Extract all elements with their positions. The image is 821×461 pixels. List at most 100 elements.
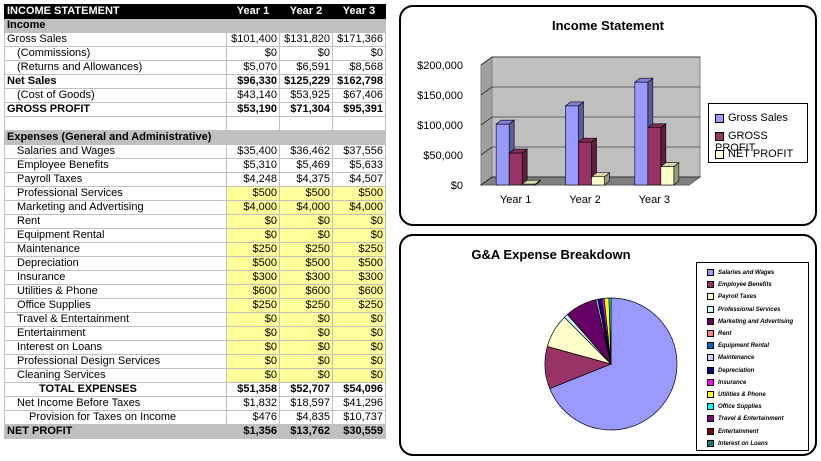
value-cell-year-2[interactable]: $500 — [279, 256, 333, 271]
value-cell-year-1[interactable]: $1,832 — [226, 396, 280, 411]
value-cell-year-2[interactable] — [279, 116, 333, 131]
value-cell-year-2[interactable]: $6,591 — [279, 60, 333, 75]
value-cell-year-2[interactable]: $4,835 — [279, 410, 333, 425]
value-cell-year-3[interactable] — [332, 130, 386, 145]
value-cell-year-3[interactable]: $54,096 — [332, 382, 386, 397]
row-label-cell[interactable]: Entertainment — [4, 326, 227, 341]
value-cell-year-3[interactable]: $0 — [332, 312, 386, 327]
value-cell-year-2[interactable]: $300 — [279, 270, 333, 285]
value-cell-year-2[interactable]: $0 — [279, 368, 333, 383]
value-cell-year-2[interactable]: $71,304 — [279, 102, 333, 117]
row-label-cell[interactable]: Provision for Taxes on Income — [4, 410, 227, 425]
row-label-cell[interactable]: GROSS PROFIT — [4, 102, 227, 117]
income-statement-chart[interactable]: Income Statement $200,000 $150,000 $100,00… — [399, 5, 817, 226]
row-label-cell[interactable]: Professional Services — [4, 186, 227, 201]
value-cell-year-1[interactable]: $476 — [226, 410, 280, 425]
row-label-cell[interactable]: Cleaning Services — [4, 368, 227, 383]
value-cell-year-1[interactable] — [226, 130, 280, 145]
value-cell-year-1[interactable]: $0 — [226, 326, 280, 341]
value-cell-year-1[interactable]: $250 — [226, 298, 280, 313]
value-cell-year-2[interactable]: $0 — [279, 340, 333, 355]
row-label-cell[interactable]: Professional Design Services — [4, 354, 227, 369]
value-cell-year-3[interactable]: $37,556 — [332, 144, 386, 159]
value-cell-year-2[interactable] — [279, 18, 333, 33]
value-cell-year-2[interactable]: $250 — [279, 242, 333, 257]
value-cell-year-1[interactable]: $1,356 — [226, 424, 280, 439]
value-cell-year-3[interactable]: $0 — [332, 228, 386, 243]
value-cell-year-1[interactable]: $5,070 — [226, 60, 280, 75]
value-cell-year-2[interactable]: $4,375 — [279, 172, 333, 187]
row-label-cell[interactable]: Net Income Before Taxes — [4, 396, 227, 411]
value-cell-year-3[interactable]: $0 — [332, 354, 386, 369]
value-cell-year-2[interactable]: $500 — [279, 186, 333, 201]
value-cell-year-2[interactable]: $0 — [279, 354, 333, 369]
year-header-cell[interactable]: Year 3 — [332, 4, 386, 19]
value-cell-year-3[interactable]: $300 — [332, 270, 386, 285]
value-cell-year-1[interactable]: $5,310 — [226, 158, 280, 173]
value-cell-year-3[interactable] — [332, 18, 386, 33]
value-cell-year-3[interactable]: $4,507 — [332, 172, 386, 187]
year-header-cell[interactable]: Year 1 — [226, 4, 280, 19]
row-label-cell[interactable]: Interest on Loans — [4, 340, 227, 355]
value-cell-year-3[interactable]: $0 — [332, 46, 386, 61]
row-label-cell[interactable] — [4, 116, 227, 131]
value-cell-year-1[interactable]: $0 — [226, 368, 280, 383]
year-header-cell[interactable]: Year 2 — [279, 4, 333, 19]
value-cell-year-1[interactable] — [226, 116, 280, 131]
row-label-cell[interactable]: Travel & Entertainment — [4, 312, 227, 327]
row-label-cell[interactable]: Income — [4, 18, 227, 33]
value-cell-year-3[interactable]: $500 — [332, 256, 386, 271]
value-cell-year-2[interactable]: $600 — [279, 284, 333, 299]
value-cell-year-2[interactable]: $36,462 — [279, 144, 333, 159]
value-cell-year-3[interactable] — [332, 116, 386, 131]
value-cell-year-1[interactable]: $0 — [226, 228, 280, 243]
value-cell-year-3[interactable]: $0 — [332, 326, 386, 341]
table-title-cell[interactable]: INCOME STATEMENT — [4, 4, 227, 19]
value-cell-year-2[interactable]: $4,000 — [279, 200, 333, 215]
value-cell-year-3[interactable]: $10,737 — [332, 410, 386, 425]
value-cell-year-2[interactable]: $0 — [279, 46, 333, 61]
expense-breakdown-chart[interactable]: G&A Expense Breakdown Salaries and Wages… — [399, 234, 817, 456]
row-label-cell[interactable]: Net Sales — [4, 74, 227, 89]
value-cell-year-2[interactable]: $0 — [279, 312, 333, 327]
value-cell-year-2[interactable]: $13,762 — [279, 424, 333, 439]
value-cell-year-1[interactable] — [226, 18, 280, 33]
value-cell-year-3[interactable]: $600 — [332, 284, 386, 299]
row-label-cell[interactable]: Office Supplies — [4, 298, 227, 313]
row-label-cell[interactable]: Insurance — [4, 270, 227, 285]
value-cell-year-2[interactable]: $0 — [279, 214, 333, 229]
value-cell-year-2[interactable]: $0 — [279, 326, 333, 341]
value-cell-year-2[interactable]: $0 — [279, 228, 333, 243]
value-cell-year-3[interactable]: $4,000 — [332, 200, 386, 215]
value-cell-year-1[interactable]: $0 — [226, 214, 280, 229]
value-cell-year-3[interactable]: $162,798 — [332, 74, 386, 89]
value-cell-year-1[interactable]: $101,400 — [226, 32, 280, 47]
value-cell-year-1[interactable]: $500 — [226, 186, 280, 201]
value-cell-year-3[interactable]: $30,559 — [332, 424, 386, 439]
value-cell-year-1[interactable]: $4,248 — [226, 172, 280, 187]
value-cell-year-2[interactable]: $125,229 — [279, 74, 333, 89]
value-cell-year-1[interactable]: $0 — [226, 312, 280, 327]
value-cell-year-2[interactable]: $52,707 — [279, 382, 333, 397]
row-label-cell[interactable]: (Returns and Allowances) — [4, 60, 227, 75]
row-label-cell[interactable]: Marketing and Advertising — [4, 200, 227, 215]
row-label-cell[interactable]: TOTAL EXPENSES — [4, 382, 227, 397]
value-cell-year-3[interactable]: $250 — [332, 298, 386, 313]
value-cell-year-1[interactable]: $0 — [226, 340, 280, 355]
row-label-cell[interactable]: Depreciation — [4, 256, 227, 271]
value-cell-year-3[interactable]: $8,568 — [332, 60, 386, 75]
value-cell-year-2[interactable] — [279, 130, 333, 145]
value-cell-year-1[interactable]: $250 — [226, 242, 280, 257]
value-cell-year-3[interactable]: $67,406 — [332, 88, 386, 103]
value-cell-year-2[interactable]: $131,820 — [279, 32, 333, 47]
value-cell-year-1[interactable]: $0 — [226, 46, 280, 61]
value-cell-year-3[interactable]: $41,296 — [332, 396, 386, 411]
row-label-cell[interactable]: Payroll Taxes — [4, 172, 227, 187]
row-label-cell[interactable]: Maintenance — [4, 242, 227, 257]
value-cell-year-3[interactable]: $500 — [332, 186, 386, 201]
value-cell-year-1[interactable]: $51,358 — [226, 382, 280, 397]
value-cell-year-3[interactable]: $171,366 — [332, 32, 386, 47]
value-cell-year-3[interactable]: $95,391 — [332, 102, 386, 117]
row-label-cell[interactable]: (Cost of Goods) — [4, 88, 227, 103]
row-label-cell[interactable]: Expenses (General and Administrative) — [4, 130, 227, 145]
